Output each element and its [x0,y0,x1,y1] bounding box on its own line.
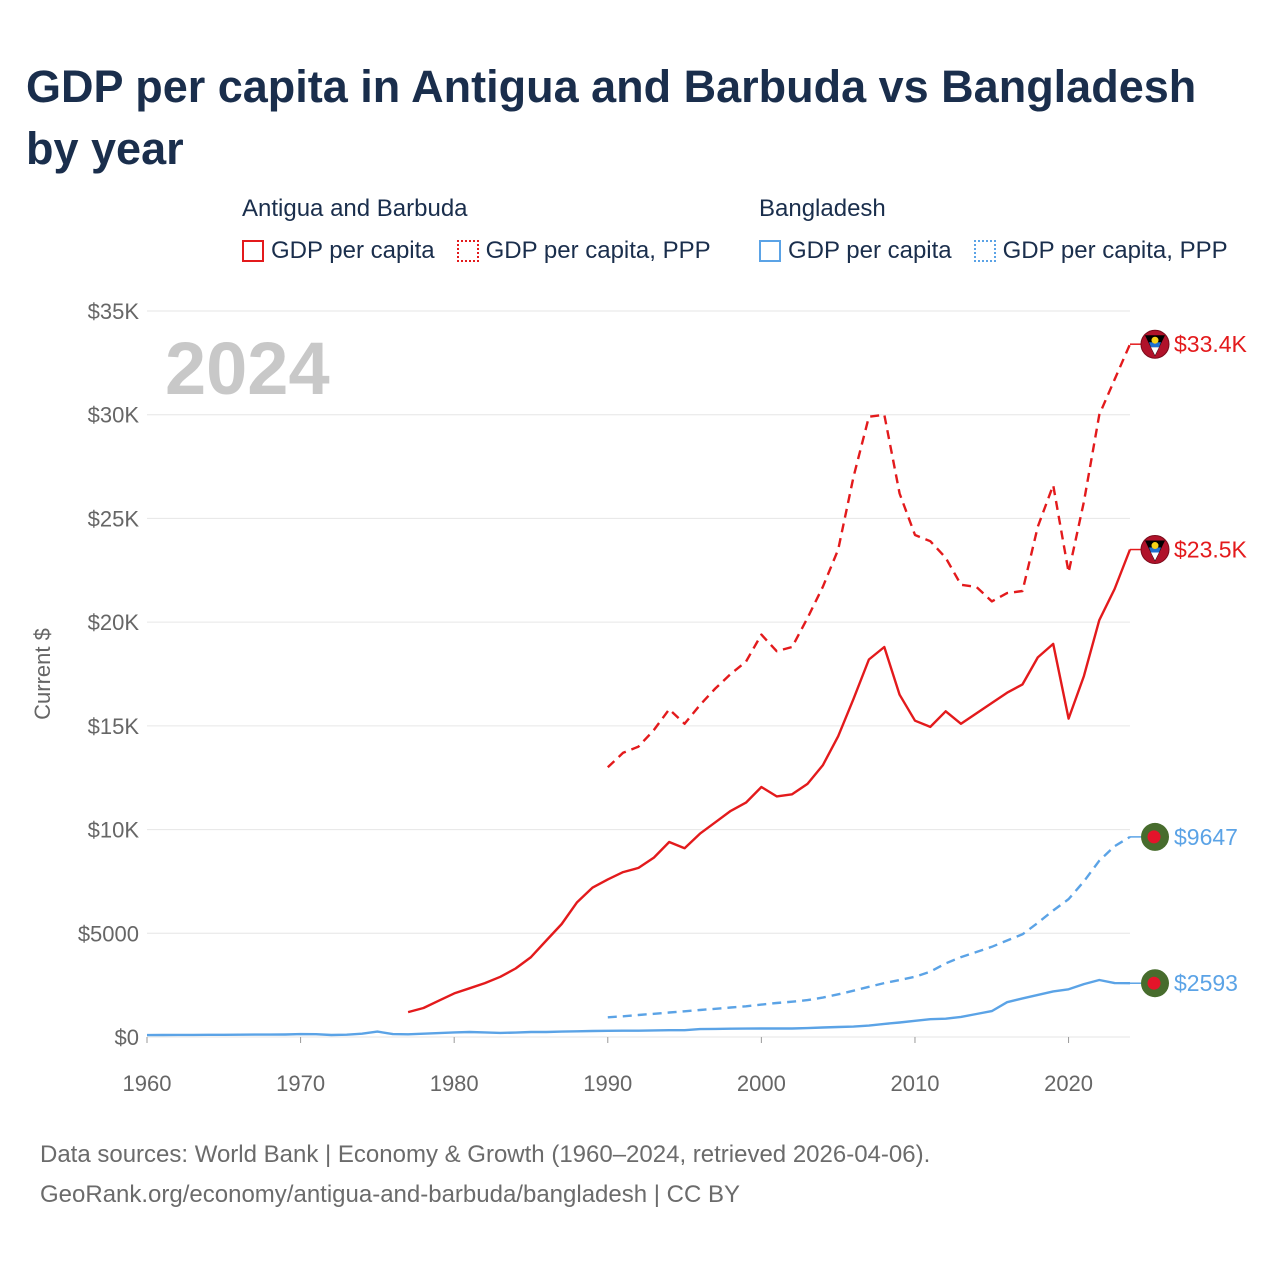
x-tick-label: 1990 [583,1071,632,1096]
y-tick-label: $0 [115,1025,139,1050]
legend-group-antigua: Antigua and Barbuda GDP per capita GDP p… [242,194,711,266]
y-axis-title: Current $ [30,628,55,720]
antigua-flag [1140,535,1170,565]
y-tick-label: $30K [88,403,140,428]
y-tick-label: $10K [88,818,140,843]
end-value-label: $2593 [1174,970,1238,996]
series-line[interactable] [606,343,1132,769]
series-line[interactable] [607,835,1131,1019]
legend-swatch-dotted [973,240,996,262]
series-line[interactable] [407,549,1132,1014]
end-value-label: $23.5K [1174,537,1248,563]
legend-swatch-solid [242,240,264,262]
bangladesh-flag [1141,822,1169,851]
series [146,343,1132,1037]
x-tick-label: 2010 [890,1071,939,1096]
x-tick-label: 1980 [430,1071,479,1096]
y-tick-label: $15K [88,714,140,739]
x-axis: 1960 1970 1980 1990 2000 2010 2020 [123,1037,1093,1096]
x-tick-label: 1960 [123,1071,172,1096]
y-tick-label: $25K [88,506,140,531]
source-link[interactable]: GeoRank.org/economy/antigua-and-barbuda/… [40,1181,741,1208]
legend-item-antigua-gdp[interactable]: GDP per capita [242,236,435,266]
legend-swatch-solid [759,240,781,262]
legend-group-title: Bangladesh [759,195,886,222]
x-tick-label: 2020 [1044,1071,1093,1096]
line-chart: $0 $5000 $10K $15K $20K $25K $30K $35K 1960 1970… [30,299,1248,1096]
legend-label: GDP per capita, PPP [485,237,711,264]
bangladesh-flag [1141,969,1169,998]
y-tick-label: $5000 [78,921,139,946]
legend-item-antigua-gdp-ppp[interactable]: GDP per capita, PPP [456,236,711,266]
legend-group-bangladesh: Bangladesh GDP per capita GDP per capita… [759,194,1228,266]
year-watermark: 2024 [165,327,330,410]
data-sources: Data sources: World Bank | Economy & Gro… [40,1141,931,1168]
legend-item-bangladesh-gdp-ppp[interactable]: GDP per capita, PPP [973,236,1228,266]
y-tick-label: $35K [88,299,140,324]
end-labels: $23.5K $33.4K $2593 $9647 [1130,329,1248,998]
legend-label: GDP per capita, PPP [1002,237,1228,264]
series-line[interactable] [146,978,1131,1037]
antigua-flag [1140,329,1170,359]
legend-item-bangladesh-gdp[interactable]: GDP per capita [759,236,952,266]
x-tick-label: 1970 [276,1071,325,1096]
end-value-label: $33.4K [1174,331,1248,357]
legend-group-title: Antigua and Barbuda [242,195,468,222]
legend-swatch-dotted [456,240,479,262]
y-tick-label: $20K [88,610,140,635]
end-value-label: $9647 [1174,824,1238,850]
legend-label: GDP per capita [271,237,435,264]
chart-title: GDP per capita in Antigua and Barbuda vs… [26,61,1197,174]
y-axis: $0 $5000 $10K $15K $20K $25K $30K $35K [78,299,140,1050]
footer: Data sources: World Bank | Economy & Gro… [40,1135,930,1215]
x-tick-label: 2000 [737,1071,786,1096]
grid [147,310,1130,1038]
legend-label: GDP per capita [788,237,952,264]
